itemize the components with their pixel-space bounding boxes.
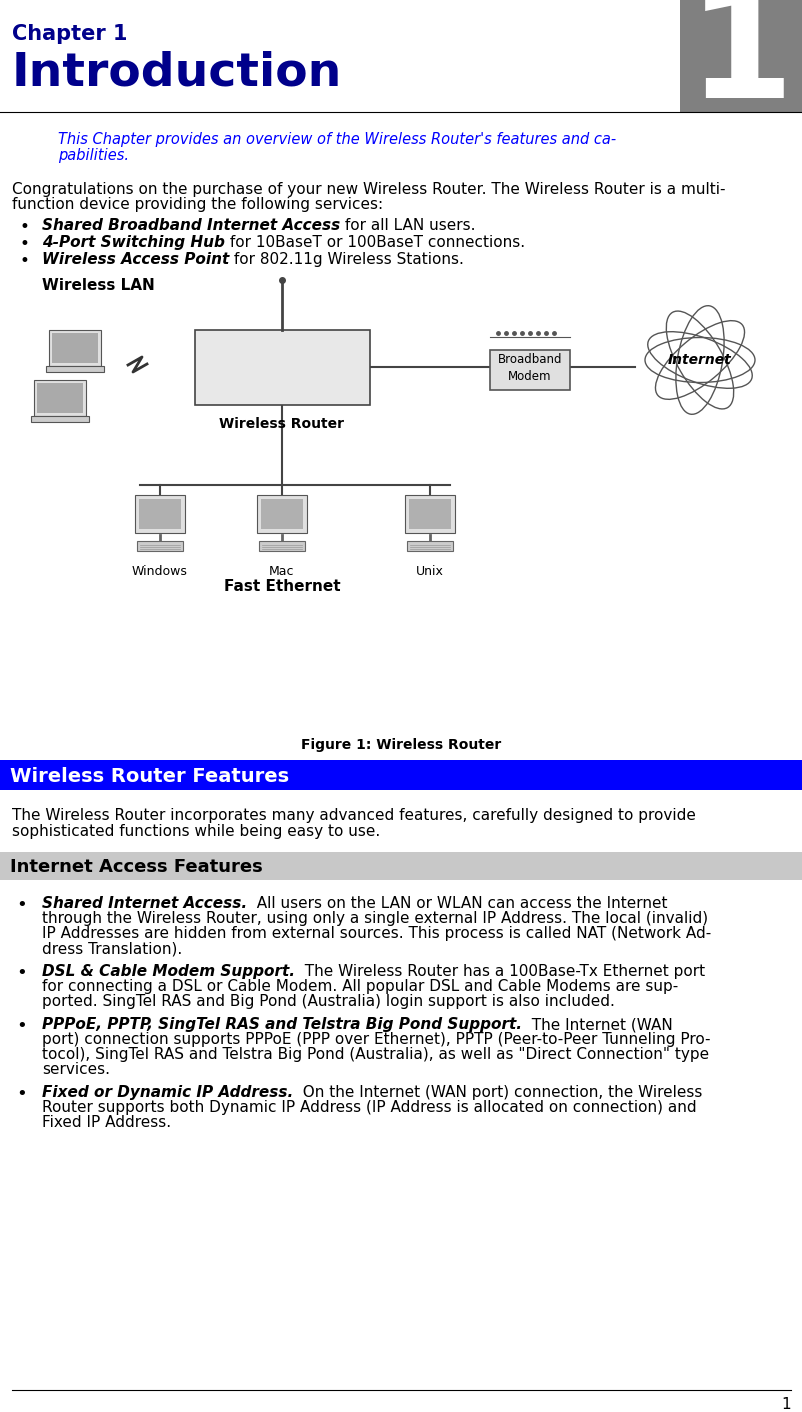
- Text: Fast Ethernet: Fast Ethernet: [224, 579, 340, 594]
- Text: The Wireless Router incorporates many advanced features, carefully designed to p: The Wireless Router incorporates many ad…: [12, 808, 695, 823]
- Bar: [257, 496, 306, 532]
- Text: for connecting a DSL or Cable Modem. All popular DSL and Cable Modems are sup-: for connecting a DSL or Cable Modem. All…: [42, 979, 678, 994]
- Text: Fixed or Dynamic IP Address.: Fixed or Dynamic IP Address.: [42, 1084, 293, 1100]
- Text: Wireless Router Features: Wireless Router Features: [10, 767, 289, 785]
- Text: This Chapter provides an overview of the Wireless Router's features and ca-: This Chapter provides an overview of the…: [58, 131, 615, 147]
- Bar: [137, 541, 183, 551]
- Text: •: •: [19, 217, 29, 236]
- Text: •: •: [19, 251, 29, 270]
- Text: The Wireless Router has a 100Base-Tx Ethernet port: The Wireless Router has a 100Base-Tx Eth…: [294, 964, 704, 979]
- Text: ported. SingTel RAS and Big Pond (Australia) login support is also included.: ported. SingTel RAS and Big Pond (Austra…: [42, 994, 614, 1010]
- Text: Chapter 1: Chapter 1: [12, 24, 128, 44]
- Text: services.: services.: [42, 1062, 110, 1077]
- Bar: [135, 496, 184, 532]
- Text: Internet: Internet: [667, 353, 731, 367]
- Text: Windows: Windows: [132, 565, 188, 578]
- Text: through the Wireless Router, using only a single external IP Address. The local : through the Wireless Router, using only …: [42, 911, 707, 926]
- Text: Figure 1: Wireless Router: Figure 1: Wireless Router: [301, 738, 500, 753]
- Text: tocol), SingTel RAS and Telstra Big Pond (Australia), as well as "Direct Connect: tocol), SingTel RAS and Telstra Big Pond…: [42, 1048, 708, 1062]
- Text: function device providing the following services:: function device providing the following …: [12, 198, 383, 212]
- Bar: [408, 498, 451, 530]
- Text: 4-Port Switching Hub: 4-Port Switching Hub: [42, 234, 225, 250]
- Text: Router supports both Dynamic IP Address (IP Address is allocated on connection) : Router supports both Dynamic IP Address …: [42, 1100, 696, 1115]
- Bar: [489, 350, 569, 390]
- Text: for 10BaseT or 100BaseT connections.: for 10BaseT or 100BaseT connections.: [225, 234, 525, 250]
- Text: •: •: [17, 1084, 27, 1103]
- Text: PPPoE, PPTP, SingTel RAS and Telstra Big Pond Support.: PPPoE, PPTP, SingTel RAS and Telstra Big…: [42, 1017, 521, 1032]
- Text: 1: 1: [780, 1396, 790, 1412]
- Text: All users on the LAN or WLAN can access the Internet: All users on the LAN or WLAN can access …: [247, 897, 666, 911]
- Text: The Internet (WAN: The Internet (WAN: [521, 1017, 672, 1032]
- Text: Fixed IP Address.: Fixed IP Address.: [42, 1115, 171, 1130]
- Text: Wireless Access Point: Wireless Access Point: [42, 251, 229, 267]
- Bar: [0, 851, 802, 880]
- Bar: [31, 417, 89, 422]
- Text: pabilities.: pabilities.: [58, 148, 129, 162]
- Text: dress Translation).: dress Translation).: [42, 940, 182, 956]
- Text: for all LAN users.: for all LAN users.: [340, 217, 475, 233]
- Text: Unix: Unix: [415, 565, 444, 578]
- Text: Broadband
Modem: Broadband Modem: [497, 353, 561, 383]
- Text: Mac: Mac: [269, 565, 294, 578]
- Bar: [46, 366, 104, 371]
- Bar: [37, 383, 83, 412]
- Bar: [52, 333, 98, 363]
- Bar: [407, 541, 452, 551]
- Bar: [679, 0, 802, 112]
- Text: Internet Access Features: Internet Access Features: [10, 858, 262, 875]
- Text: Wireless Router: Wireless Router: [219, 417, 344, 431]
- Text: DSL & Cable Modem Support.: DSL & Cable Modem Support.: [42, 964, 294, 979]
- Text: Shared Broadband Internet Access: Shared Broadband Internet Access: [42, 217, 340, 233]
- Bar: [259, 541, 305, 551]
- Text: •: •: [17, 964, 27, 981]
- Text: •: •: [17, 897, 27, 914]
- Text: Congratulations on the purchase of your new Wireless Router. The Wireless Router: Congratulations on the purchase of your …: [12, 182, 724, 198]
- Text: port) connection supports PPPoE (PPP over Ethernet), PPTP (Peer-to-Peer Tunnelin: port) connection supports PPPoE (PPP ove…: [42, 1032, 710, 1048]
- Text: sophisticated functions while being easy to use.: sophisticated functions while being easy…: [12, 825, 380, 839]
- Text: IP Addresses are hidden from external sources. This process is called NAT (Netwo: IP Addresses are hidden from external so…: [42, 926, 711, 940]
- Bar: [49, 330, 101, 366]
- Bar: [261, 498, 302, 530]
- Text: •: •: [19, 234, 29, 253]
- Text: for 802.11g Wireless Stations.: for 802.11g Wireless Stations.: [229, 251, 464, 267]
- Bar: [34, 380, 86, 417]
- Text: On the Internet (WAN port) connection, the Wireless: On the Internet (WAN port) connection, t…: [293, 1084, 702, 1100]
- Text: 1: 1: [687, 0, 793, 130]
- Bar: [404, 496, 455, 532]
- Bar: [139, 498, 180, 530]
- Text: •: •: [17, 1017, 27, 1035]
- Text: Shared Internet Access.: Shared Internet Access.: [42, 897, 247, 911]
- Bar: [0, 760, 802, 789]
- Text: Introduction: Introduction: [12, 49, 342, 95]
- Text: Wireless LAN: Wireless LAN: [42, 278, 155, 294]
- Bar: [195, 330, 370, 405]
